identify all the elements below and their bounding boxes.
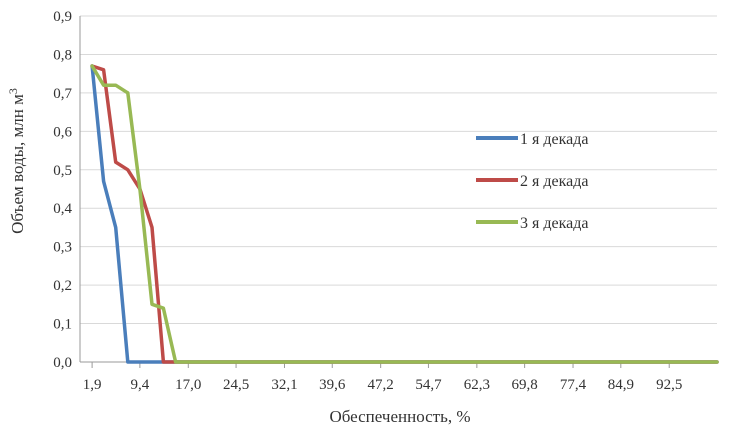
series-line-2 xyxy=(90,64,719,364)
series-line-1 xyxy=(90,64,719,364)
x-tick-label: 84,9 xyxy=(608,377,634,393)
y-tick-label: 0,4 xyxy=(53,201,72,217)
series-lines xyxy=(90,64,719,364)
x-tick-labels: 1,9 9,4 17,0 24,5 32,1 39,6 47,2 54,7 62,3 69,8 77… xyxy=(83,377,683,393)
x-axis-title: Обеспеченность, % xyxy=(329,407,470,426)
y-tick-label: 0,8 xyxy=(53,47,72,63)
legend-label-3: 3 я декада xyxy=(520,215,588,232)
x-tick-label: 69,8 xyxy=(512,377,538,393)
y-tick-labels: 0,0 0,1 0,2 0,3 0,4 0,5 0,6 0,7 0,8 0,9 xyxy=(53,9,72,371)
legend: 1 я декада 2 я декада 3 я декада xyxy=(476,131,588,232)
legend-label-2: 2 я декада xyxy=(520,173,588,190)
y-tick-label: 0,5 xyxy=(53,163,72,179)
axes xyxy=(79,16,717,368)
y-tick-label: 0,9 xyxy=(53,9,72,25)
x-tick-label: 54,7 xyxy=(415,377,442,393)
series-line-3 xyxy=(90,64,719,364)
x-tick-label: 17,0 xyxy=(175,377,201,393)
x-tick-label: 92,5 xyxy=(656,377,682,393)
x-tick-label: 39,6 xyxy=(319,377,346,393)
x-tick-label: 62,3 xyxy=(464,377,490,393)
x-tick-label: 77,4 xyxy=(560,377,587,393)
y-tick-label: 0,6 xyxy=(53,124,72,140)
y-tick-label: 0,0 xyxy=(53,355,72,371)
y-tick-label: 0,3 xyxy=(53,240,72,256)
y-tick-label: 0,1 xyxy=(53,317,72,333)
y-axis-title-superscript: 3 xyxy=(6,88,20,94)
y-axis-title-text: Объем воды, млн м xyxy=(8,94,27,234)
y-axis-title: Объем воды, млн м3 xyxy=(6,88,27,234)
legend-label-1: 1 я декада xyxy=(520,131,588,148)
x-tick-label: 9,4 xyxy=(131,377,150,393)
y-tick-label: 0,2 xyxy=(53,278,72,294)
x-tick-label: 1,9 xyxy=(83,377,102,393)
x-tick-label: 32,1 xyxy=(271,377,297,393)
y-tick-label: 0,7 xyxy=(53,86,72,102)
x-tick-label: 47,2 xyxy=(368,377,394,393)
x-tick-label: 24,5 xyxy=(223,377,249,393)
gridlines xyxy=(80,15,717,325)
